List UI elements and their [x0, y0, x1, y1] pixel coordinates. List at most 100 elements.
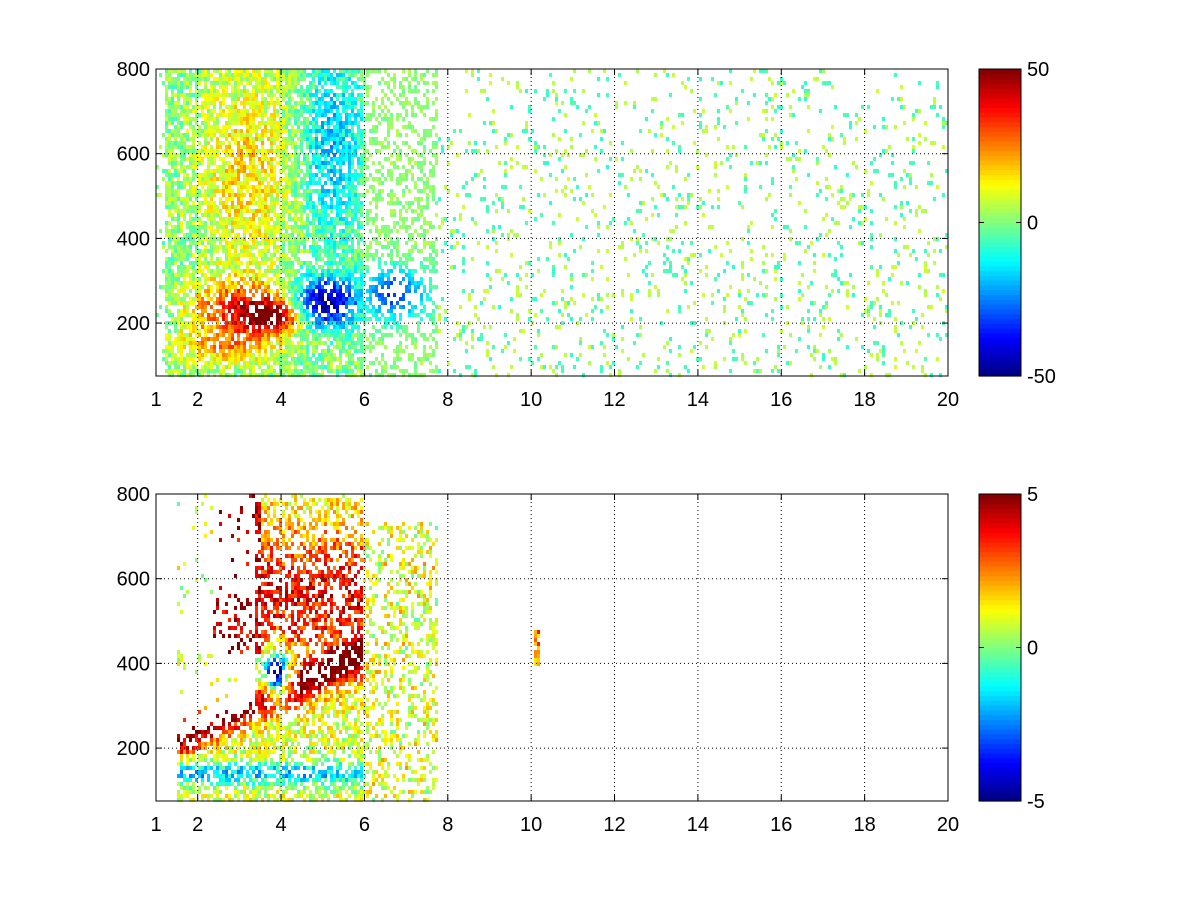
heatmap-cell [246, 361, 249, 365]
heatmap-cell [471, 329, 474, 333]
heatmap-cell [354, 313, 357, 317]
heatmap-cell [459, 333, 462, 337]
heatmap-cell [333, 77, 336, 81]
heatmap-cell [360, 109, 363, 113]
heatmap-cell [357, 221, 360, 225]
heatmap-cell [171, 85, 174, 89]
heatmap-cell [288, 85, 291, 89]
heatmap-cell [360, 161, 363, 165]
heatmap-cell [297, 161, 300, 165]
heatmap-cell [327, 273, 330, 277]
heatmap-cell [222, 133, 225, 137]
heatmap-cell [324, 201, 327, 205]
heatmap-cell [216, 309, 219, 313]
heatmap-cell [198, 113, 201, 117]
heatmap-cell [210, 325, 213, 329]
heatmap-cell [225, 93, 228, 97]
heatmap-cell [276, 341, 279, 345]
heatmap-cell [210, 161, 213, 165]
heatmap-cell [186, 97, 189, 101]
heatmap-cell [270, 369, 273, 373]
heatmap-cell [180, 149, 183, 153]
heatmap-cell [342, 121, 345, 125]
heatmap-cell [315, 361, 318, 365]
heatmap-cell [231, 133, 234, 137]
heatmap-cell [315, 261, 318, 265]
heatmap-cell [255, 237, 258, 241]
heatmap-cell [231, 269, 234, 273]
heatmap-cell [417, 153, 420, 157]
heatmap-cell [342, 241, 345, 245]
heatmap-cell [468, 113, 471, 117]
heatmap-cell [255, 285, 258, 289]
heatmap-cell [321, 305, 324, 309]
heatmap-cell [180, 241, 183, 245]
heatmap-cell [357, 229, 360, 233]
heatmap-cell [384, 117, 387, 121]
heatmap-cell [336, 281, 339, 285]
heatmap-cell [213, 153, 216, 157]
heatmap-cell [201, 233, 204, 237]
heatmap-cell [237, 113, 240, 117]
heatmap-cell [372, 289, 375, 293]
heatmap-cell [198, 265, 201, 269]
heatmap-cell [303, 109, 306, 113]
heatmap-cell [219, 129, 222, 133]
heatmap-cell [201, 177, 204, 181]
heatmap-cell [234, 101, 237, 105]
heatmap-cell [231, 169, 234, 173]
heatmap-cell [168, 153, 171, 157]
heatmap-cell [291, 209, 294, 213]
heatmap-cell [168, 265, 171, 269]
heatmap-cell [366, 149, 369, 153]
heatmap-cell [273, 105, 276, 109]
heatmap-cell [264, 157, 267, 161]
heatmap-cell [495, 129, 498, 133]
heatmap-cell [324, 237, 327, 241]
heatmap-cell [291, 73, 294, 77]
heatmap-cell [282, 185, 285, 189]
heatmap-cell [306, 321, 309, 325]
heatmap-cell [240, 325, 243, 329]
heatmap-cell [240, 149, 243, 153]
heatmap-cell [279, 341, 282, 345]
heatmap-cell [423, 309, 426, 313]
heatmap-cell [279, 189, 282, 193]
heatmap-cell [234, 173, 237, 177]
heatmap-cell [360, 333, 363, 337]
heatmap-cell [267, 185, 270, 189]
heatmap-cell [225, 85, 228, 89]
heatmap-cell [357, 197, 360, 201]
heatmap-cell [276, 125, 279, 129]
heatmap-cell [315, 145, 318, 149]
heatmap-cell [267, 117, 270, 121]
heatmap-cell [192, 301, 195, 305]
heatmap-cell [279, 345, 282, 349]
heatmap-cell [255, 105, 258, 109]
heatmap-cell [258, 197, 261, 201]
heatmap-cell [192, 225, 195, 229]
heatmap-cell [312, 205, 315, 209]
heatmap-cell [165, 125, 168, 129]
heatmap-cell [258, 221, 261, 225]
heatmap-cell [375, 289, 378, 293]
heatmap-cell [174, 205, 177, 209]
heatmap-cell [342, 237, 345, 241]
heatmap-cell [510, 253, 513, 257]
heatmap-cell [285, 149, 288, 153]
heatmap-cell [342, 125, 345, 129]
heatmap-cell [195, 225, 198, 229]
heatmap-cell [384, 237, 387, 241]
heatmap-cell [378, 373, 381, 377]
heatmap-cell [174, 109, 177, 113]
heatmap-cell [192, 369, 195, 373]
heatmap-cell [177, 93, 180, 97]
heatmap-cell [324, 153, 327, 157]
heatmap-cell [228, 265, 231, 269]
heatmap-cell [351, 329, 354, 333]
heatmap-cell [303, 189, 306, 193]
heatmap-cell [357, 69, 360, 73]
heatmap-cell [294, 165, 297, 169]
heatmap-cell [201, 161, 204, 165]
heatmap-cell [189, 85, 192, 89]
